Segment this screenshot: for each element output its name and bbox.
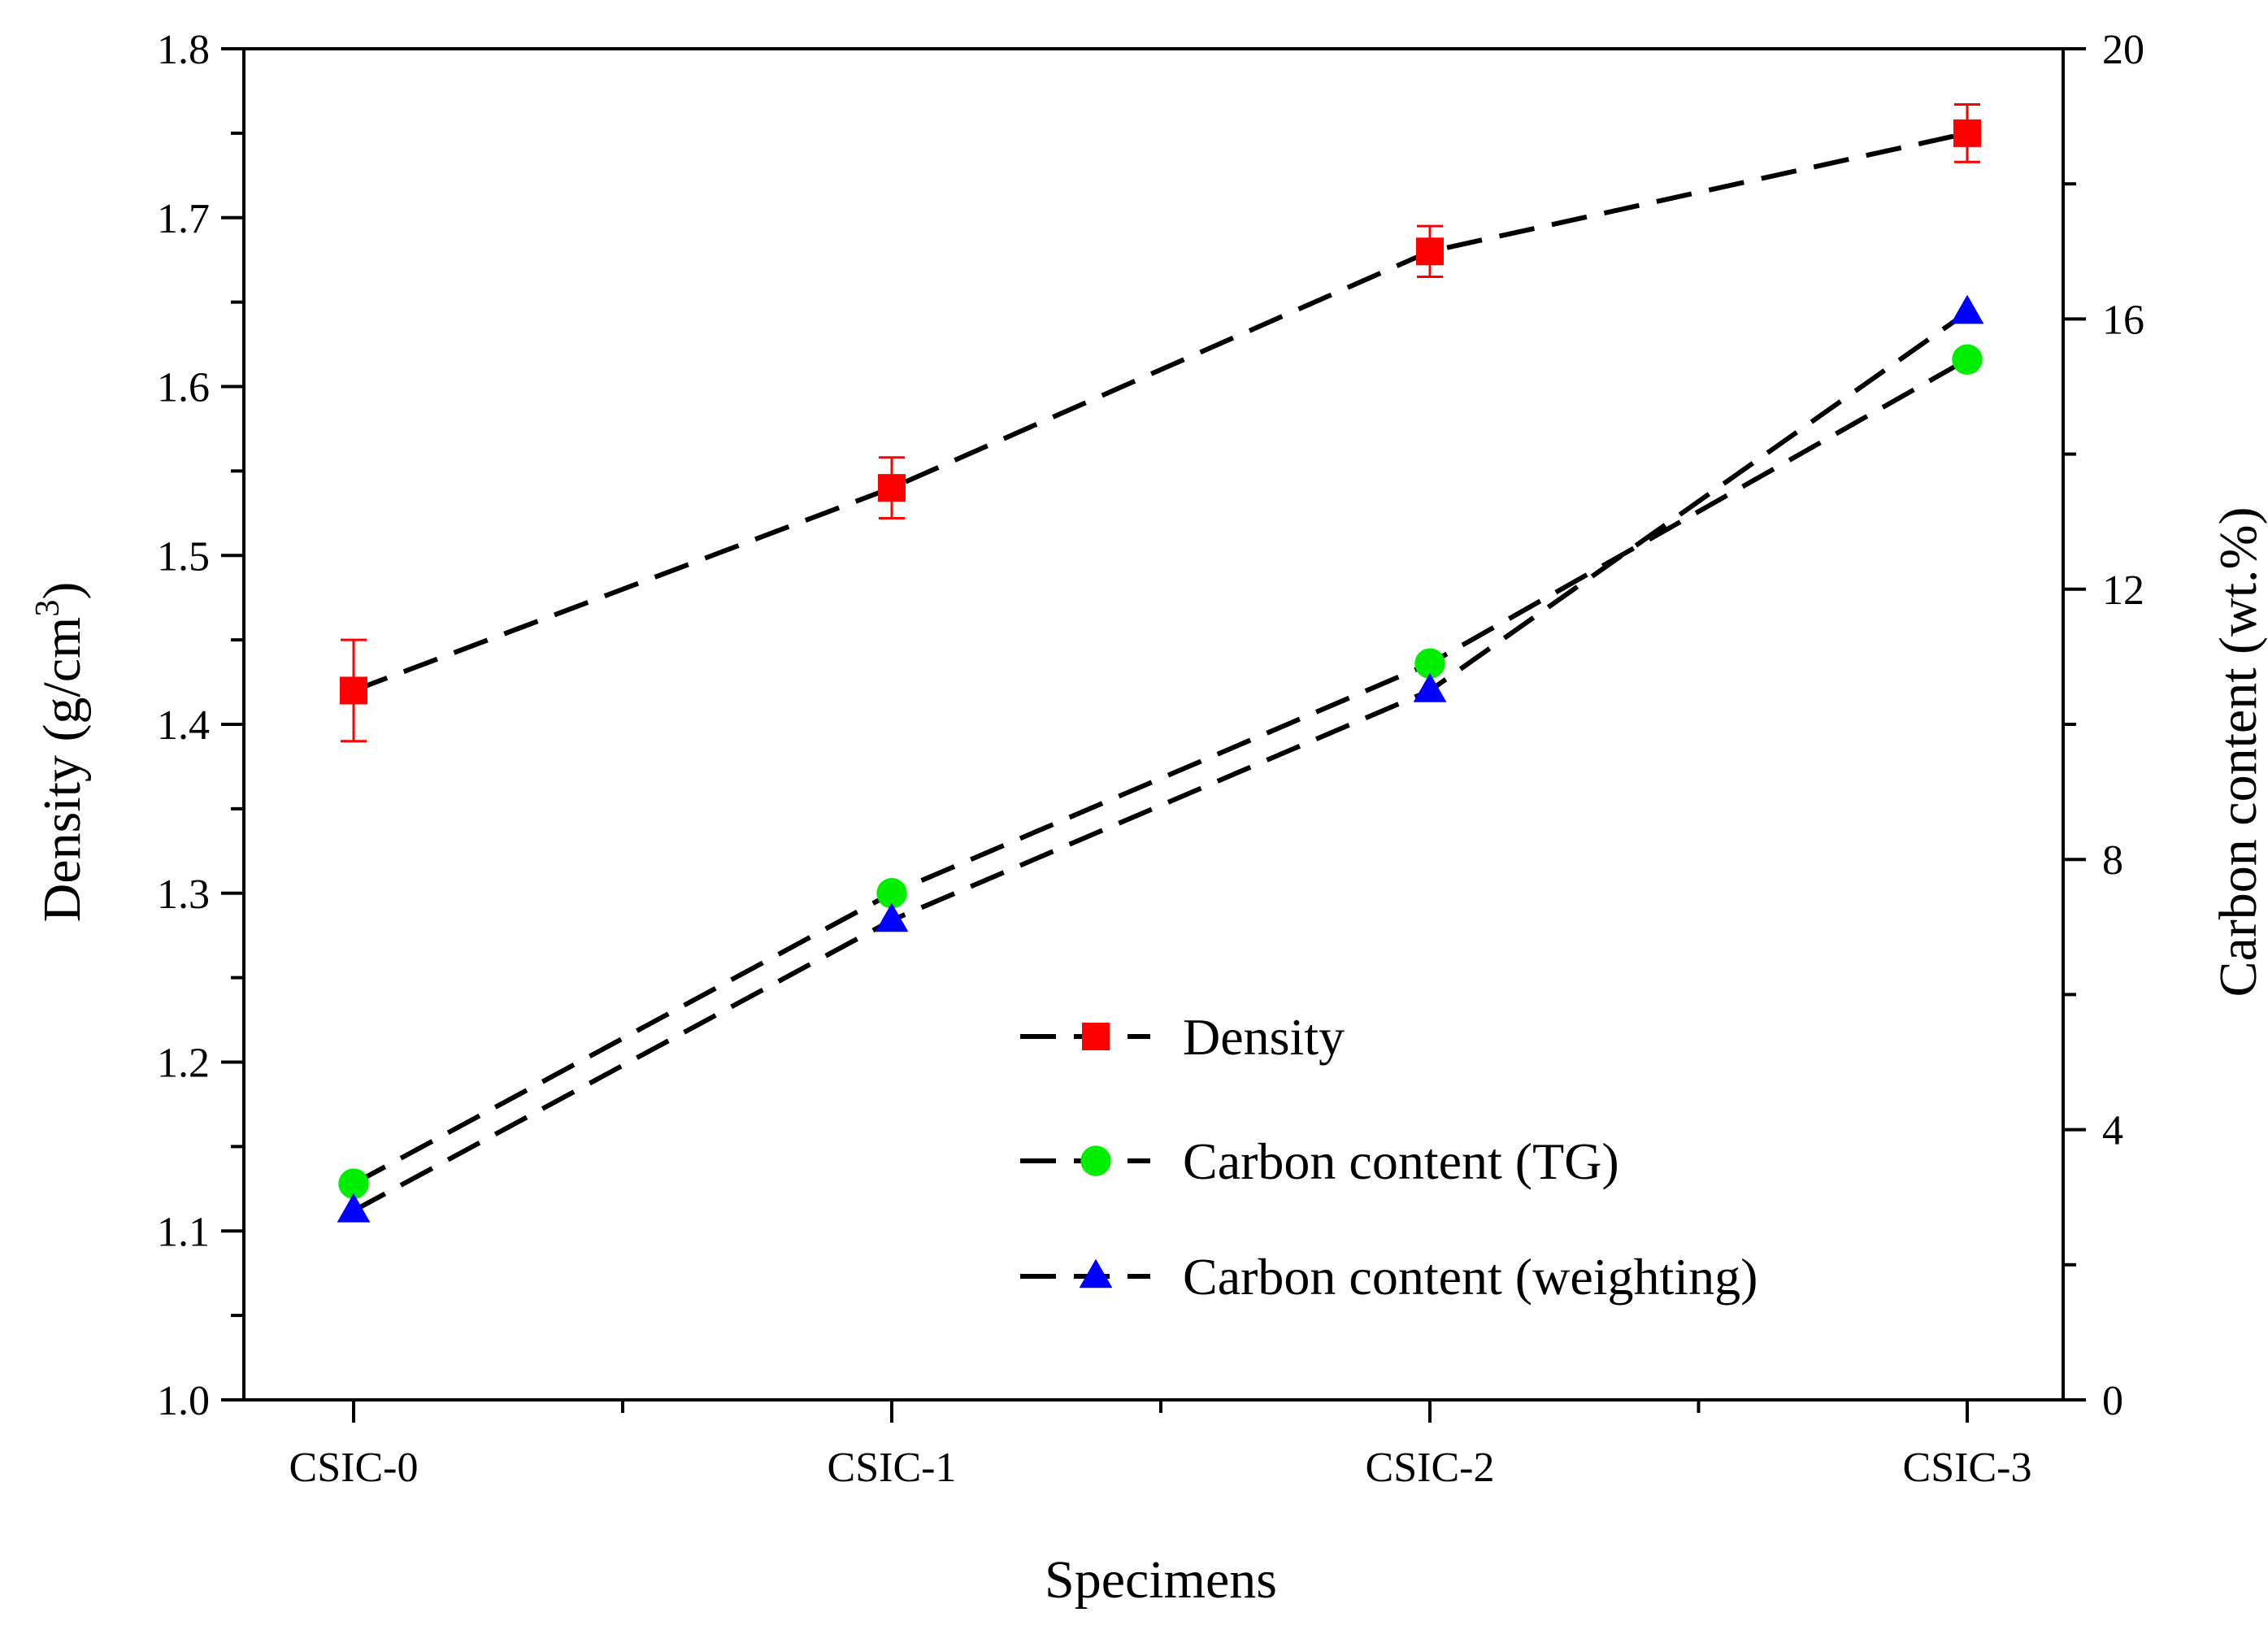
series-line-2: [352, 310, 1969, 1213]
series-markers: [337, 103, 1984, 1223]
right-y-axis-title: Carbon content (wt.%): [2209, 507, 2268, 997]
right-tick-label: 12: [2102, 567, 2144, 614]
right-tick-label: 16: [2102, 297, 2144, 343]
legend-marker-circle: [1080, 1145, 1111, 1176]
data-point-circle: [1414, 648, 1445, 679]
left-tick-label: 1.6: [157, 365, 210, 411]
data-point-triangle: [337, 1193, 371, 1223]
legend-marker-triangle: [1079, 1258, 1113, 1289]
x-tick-label: CSIC-0: [289, 1445, 419, 1491]
left-tick-label: 1.4: [157, 702, 210, 749]
data-point-triangle: [1950, 294, 1984, 324]
right-y-axis: 0 4 8 12 16 20: [2063, 27, 2144, 1424]
right-tick-label: 8: [2102, 837, 2123, 884]
data-point-triangle: [875, 902, 909, 932]
x-axis: CSIC-0 CSIC-1 CSIC-2 CSIC-3: [289, 1400, 2032, 1491]
data-point-circle: [1952, 344, 1983, 375]
legend-marker-square: [1082, 1023, 1110, 1050]
legend-label: Density: [1183, 1008, 1345, 1066]
left-tick-label: 1.2: [157, 1041, 210, 1087]
plot-frame: [242, 47, 2065, 1402]
left-tick-label: 1.8: [157, 27, 210, 73]
x-axis-title: Specimens: [1045, 1550, 1277, 1610]
data-point-circle: [876, 878, 907, 909]
series-line-0: [352, 130, 1968, 693]
data-point-triangle: [1413, 673, 1447, 702]
series-line-1: [352, 357, 1969, 1186]
left-tick-label: 1.0: [157, 1378, 210, 1424]
data-point-square: [340, 676, 367, 705]
left-tick-label: 1.1: [157, 1209, 210, 1255]
right-tick-label: 20: [2102, 27, 2144, 73]
plot-border: [242, 47, 2065, 1402]
left-tick-label: 1.7: [157, 196, 210, 242]
left-y-axis-title-close: ): [33, 582, 92, 600]
data-point-square: [1953, 119, 1981, 147]
left-y-axis-title: Density (g/cm3): [29, 582, 92, 923]
left-y-axis-title-superscript: 3: [29, 600, 67, 617]
left-y-axis-title-text: Density (g/cm: [33, 617, 92, 923]
data-point-circle: [338, 1168, 369, 1199]
x-tick-label: CSIC-3: [1903, 1445, 2032, 1491]
data-point-square: [878, 474, 906, 502]
left-tick-label: 1.3: [157, 871, 210, 918]
data-point-square: [1416, 237, 1444, 266]
left-tick-label: 1.5: [157, 533, 210, 580]
x-tick-label: CSIC-1: [828, 1445, 957, 1491]
left-y-axis: 1.0 1.1 1.2 1.3 1.4 1.5 1.6 1.7 1.8: [157, 27, 244, 1424]
x-tick-label: CSIC-2: [1366, 1445, 1495, 1491]
legend-label: Carbon content (TG): [1183, 1132, 1619, 1190]
legend: Density Carbon content (TG) Carbon content…: [1020, 1008, 1757, 1306]
legend-label: Carbon content (weighting): [1183, 1248, 1757, 1306]
series-lines: [352, 130, 1969, 1213]
right-tick-label: 0: [2102, 1378, 2123, 1424]
right-tick-label: 4: [2102, 1108, 2123, 1154]
